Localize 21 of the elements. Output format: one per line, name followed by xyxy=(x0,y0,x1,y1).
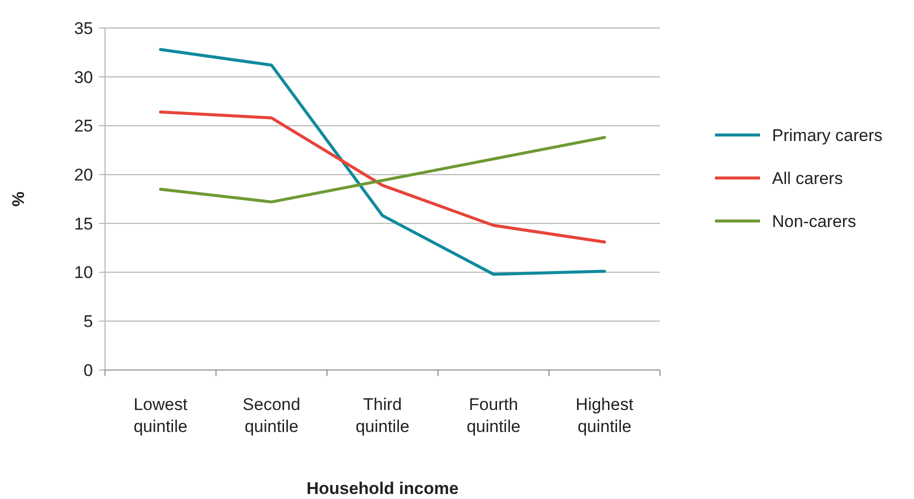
y-tick-label: 15 xyxy=(74,214,93,234)
y-tick-label: 30 xyxy=(74,68,93,87)
x-tick-label: Lowest quintile xyxy=(134,395,188,436)
legend-label: Primary carers xyxy=(772,126,883,145)
x-axis-title: Household income xyxy=(306,479,459,498)
legend-label: All carers xyxy=(772,168,843,188)
legend-label: Non-carers xyxy=(772,212,856,231)
x-tick-label: Fourth quintile xyxy=(466,395,520,436)
y-axis-title: % xyxy=(9,191,28,207)
line-series xyxy=(159,136,606,204)
y-tick-label: 5 xyxy=(84,312,93,332)
x-tick-label: Second quintile xyxy=(242,395,300,436)
y-tick-label: 0 xyxy=(84,360,93,380)
y-tick-label: 35 xyxy=(74,18,93,38)
line-series xyxy=(159,110,606,244)
y-tick-label: 20 xyxy=(74,166,93,185)
y-tick-label: 25 xyxy=(74,116,93,136)
x-tick-label: Highest quintile xyxy=(576,395,634,436)
line-series xyxy=(159,48,606,276)
x-tick-label: Third quintile xyxy=(356,395,410,436)
y-tick-label: 10 xyxy=(74,263,93,282)
